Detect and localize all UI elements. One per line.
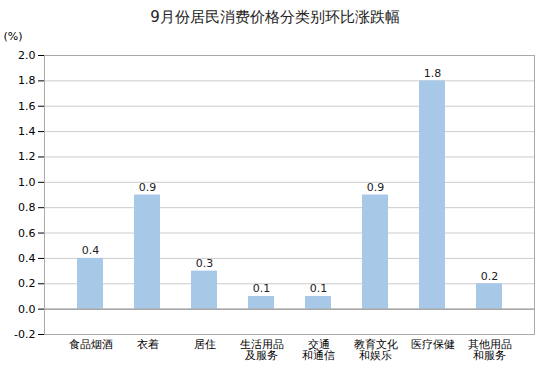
svg-text:其他用品和服务: 其他用品和服务 — [468, 338, 512, 362]
svg-text:教育文化和娱乐: 教育文化和娱乐 — [354, 338, 398, 362]
svg-text:2.0: 2.0 — [18, 49, 36, 62]
svg-text:(%): (%) — [4, 30, 23, 43]
svg-text:交通和通信: 交通和通信 — [302, 338, 335, 362]
svg-text:0.6: 0.6 — [18, 227, 36, 240]
svg-text:居住: 居住 — [194, 338, 216, 351]
svg-text:1.2: 1.2 — [18, 150, 36, 163]
svg-text:-0.2: -0.2 — [14, 328, 35, 341]
svg-text:0.2: 0.2 — [18, 277, 36, 290]
svg-text:生活用品及服务: 生活用品及服务 — [240, 338, 284, 362]
svg-text:0.9: 0.9 — [367, 181, 385, 194]
svg-text:1.0: 1.0 — [18, 176, 36, 189]
svg-text:1.8: 1.8 — [424, 67, 442, 80]
svg-text:0.8: 0.8 — [18, 201, 36, 214]
svg-text:0.4: 0.4 — [18, 252, 36, 265]
svg-text:0.0: 0.0 — [18, 303, 36, 316]
html-text:9月份居民消费价格分类别环比涨跌幅: 9月份居民消费价格分类别环比涨跌幅 — [150, 8, 400, 26]
svg-text:食品烟酒: 食品烟酒 — [69, 338, 113, 351]
svg-text:0.1: 0.1 — [253, 282, 271, 295]
svg-text:0.9: 0.9 — [139, 181, 157, 194]
svg-text:0.4: 0.4 — [82, 244, 100, 257]
svg-text:医疗保健: 医疗保健 — [411, 338, 455, 351]
svg-text:1.8: 1.8 — [18, 74, 36, 87]
svg-text:0.2: 0.2 — [481, 270, 499, 283]
svg-text:1.6: 1.6 — [18, 100, 36, 113]
svg-text:0.1: 0.1 — [310, 282, 328, 295]
svg-text:0.3: 0.3 — [196, 257, 214, 270]
svg-text:1.4: 1.4 — [18, 125, 36, 138]
svg-text:衣着: 衣着 — [137, 338, 159, 351]
